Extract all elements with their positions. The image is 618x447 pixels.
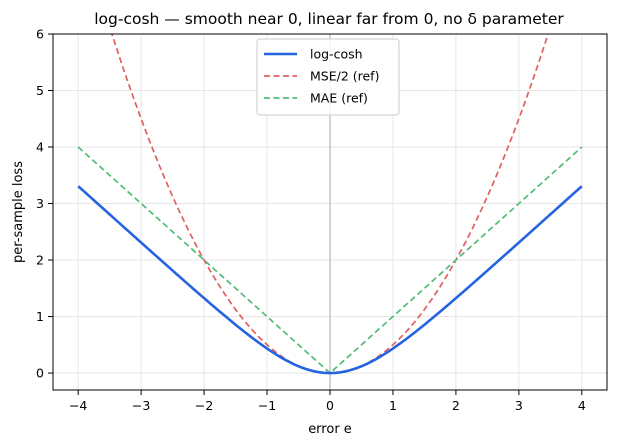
legend-box bbox=[256, 38, 400, 116]
y-tick-label: 0 bbox=[36, 366, 44, 381]
y-tick-label: 6 bbox=[36, 27, 44, 42]
legend-label: MSE/2 (ref) bbox=[310, 69, 379, 84]
y-axis-label: per-sample loss bbox=[11, 161, 26, 263]
chart-title: log-cosh — smooth near 0, linear far fro… bbox=[94, 10, 564, 28]
x-tick-label: −3 bbox=[132, 398, 150, 413]
y-tick-label: 5 bbox=[36, 83, 44, 98]
series-line-mse-2-ref bbox=[111, 34, 549, 374]
y-tick-label: 1 bbox=[36, 309, 44, 324]
x-tick-label: 4 bbox=[578, 398, 586, 413]
y-tick-label: 3 bbox=[36, 196, 44, 211]
x-axis-label: error e bbox=[308, 422, 352, 437]
x-tick-label: −2 bbox=[195, 398, 213, 413]
x-tick-label: 1 bbox=[389, 398, 397, 413]
y-tick-label: 4 bbox=[36, 140, 44, 155]
legend-label: log-cosh bbox=[310, 47, 363, 62]
x-tick-label: 3 bbox=[515, 398, 523, 413]
x-tick-label: 0 bbox=[326, 398, 334, 413]
y-tick-label: 2 bbox=[36, 253, 44, 268]
legend-label: MAE (ref) bbox=[310, 91, 368, 106]
x-tick-label: −1 bbox=[258, 398, 276, 413]
ticks: −4 −3 −2 −1 0 1 2 3 4 0 1 2 3 4 5 6 bbox=[36, 27, 586, 414]
legend: log-cosh MSE/2 (ref) MAE (ref) bbox=[256, 38, 400, 116]
series-line-log-cosh bbox=[77, 185, 583, 375]
x-tick-label: −4 bbox=[69, 398, 87, 413]
x-tick-label: 2 bbox=[452, 398, 460, 413]
series-layer bbox=[77, 34, 583, 375]
